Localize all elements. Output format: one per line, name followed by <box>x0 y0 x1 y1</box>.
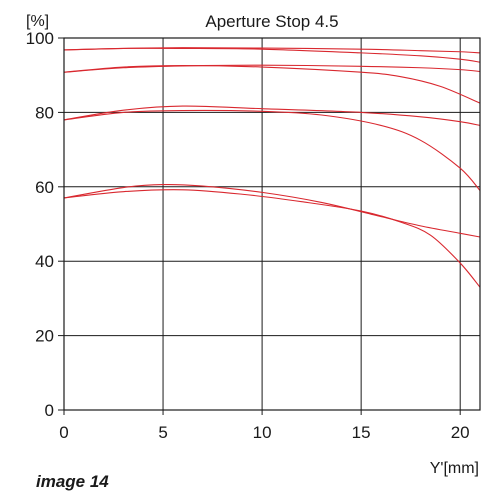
y-tick-label: 80 <box>35 103 54 122</box>
plot-background <box>64 38 480 410</box>
y-tick-label: 60 <box>35 178 54 197</box>
mtf-curve-2 <box>63 47 481 63</box>
y-tick-label: 100 <box>26 29 54 48</box>
x-tick-label: 10 <box>253 423 272 442</box>
x-tick-label: 0 <box>59 423 68 442</box>
y-tick-label: 40 <box>35 252 54 271</box>
x-tick-label: 20 <box>451 423 470 442</box>
mtf-curve-3 <box>63 64 481 73</box>
y-tick-label: 0 <box>45 401 54 420</box>
plot-frame <box>63 37 481 411</box>
mtf-curve-8 <box>63 189 481 288</box>
x-tick-label: 5 <box>158 423 167 442</box>
x-tick-label: 15 <box>352 423 371 442</box>
y-tick-label: 20 <box>35 327 54 346</box>
mtf-curve-4 <box>63 64 481 104</box>
image-caption: image 14 <box>36 472 109 491</box>
y-axis-unit-label: [%] <box>26 13 49 30</box>
mtf-curve-5 <box>63 105 481 126</box>
x-axis-unit-label: Y'[mm] <box>430 460 479 477</box>
mtf-curve-7 <box>63 183 481 238</box>
mtf-curve-6 <box>63 109 481 191</box>
series-lines <box>63 47 481 288</box>
chart-title: Aperture Stop 4.5 <box>205 12 338 31</box>
tick-marks: 0 5 10 15 20 0 20 40 60 80 100 <box>26 29 470 442</box>
